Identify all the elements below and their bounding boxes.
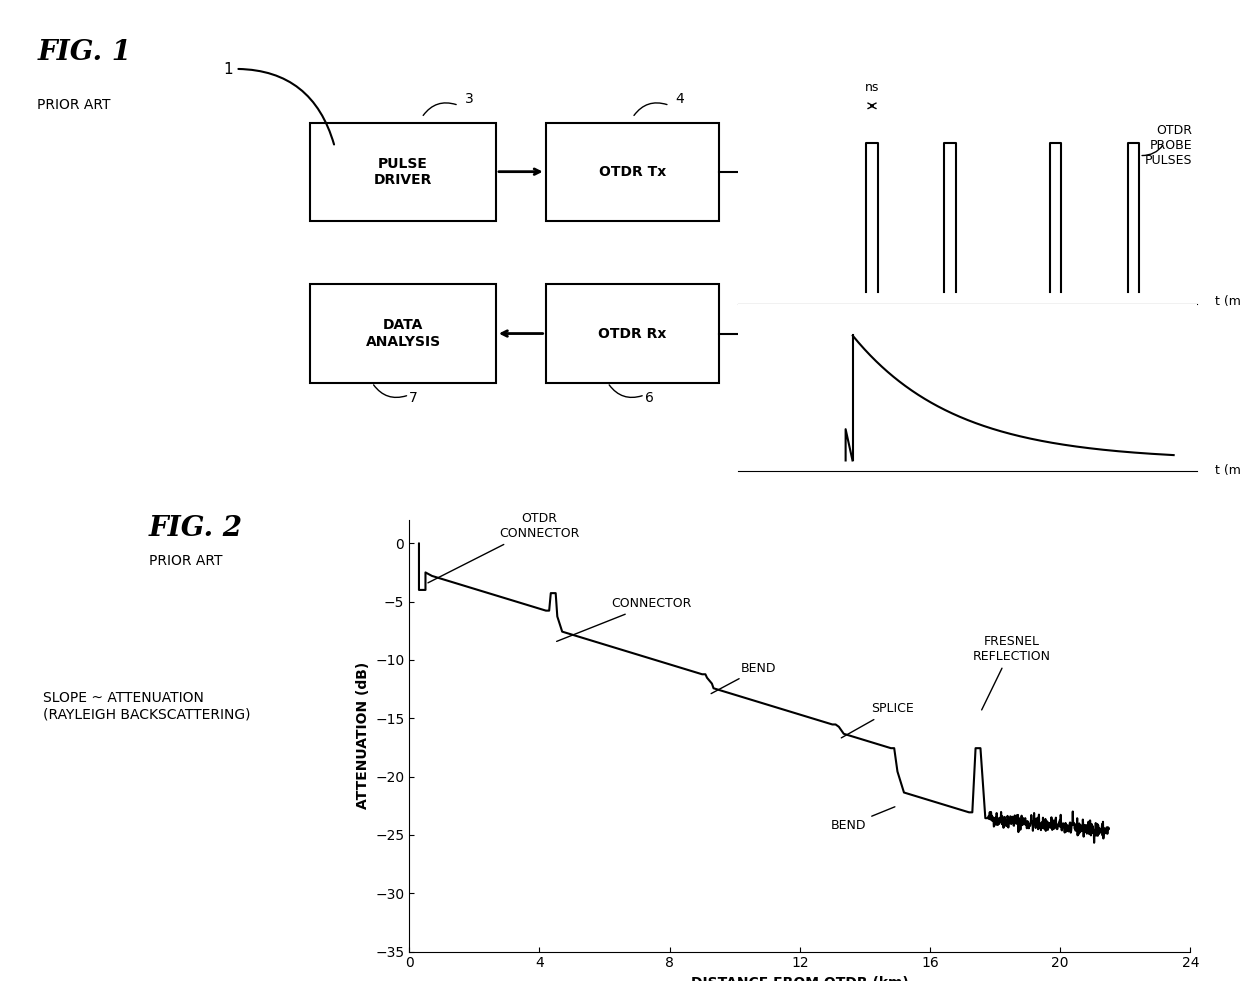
Text: 4: 4 <box>676 92 684 106</box>
Text: BEND: BEND <box>711 661 776 694</box>
Bar <box>756 221 831 309</box>
Text: OTDR
CONNECTOR: OTDR CONNECTOR <box>428 512 579 583</box>
Text: DATA
ANALYSIS: DATA ANALYSIS <box>366 319 440 348</box>
X-axis label: DISTANCE FROM OTDR (km): DISTANCE FROM OTDR (km) <box>691 976 909 981</box>
Text: 6: 6 <box>645 391 653 405</box>
Bar <box>546 123 719 221</box>
Text: CONNECTOR: CONNECTOR <box>557 597 692 642</box>
Text: PRIOR ART: PRIOR ART <box>149 554 222 568</box>
Text: PRIOR ART: PRIOR ART <box>37 98 110 112</box>
Text: FRESNEL
REFLECTION: FRESNEL REFLECTION <box>972 635 1050 710</box>
Ellipse shape <box>905 245 980 284</box>
Text: 1: 1 <box>223 62 334 144</box>
Text: 7: 7 <box>409 391 418 405</box>
Text: OTDR Rx: OTDR Rx <box>598 327 667 340</box>
Text: t (ms): t (ms) <box>1215 464 1240 478</box>
Bar <box>310 284 496 383</box>
Text: OTDR
PROBE
PULSES: OTDR PROBE PULSES <box>1145 125 1192 168</box>
Text: FIG. 1: FIG. 1 <box>37 39 131 67</box>
Text: 5: 5 <box>868 200 877 214</box>
Text: SLOPE ~ ATTENUATION
(RAYLEIGH BACKSCATTERING): SLOPE ~ ATTENUATION (RAYLEIGH BACKSCATTE… <box>43 692 250 721</box>
Text: 3: 3 <box>465 92 474 106</box>
Bar <box>546 284 719 383</box>
Text: FIG. 2: FIG. 2 <box>149 515 243 542</box>
Ellipse shape <box>880 231 1004 299</box>
Bar <box>310 123 496 221</box>
Text: OTDR Tx: OTDR Tx <box>599 165 666 179</box>
Text: t (ms): t (ms) <box>1215 295 1240 308</box>
Text: PULSE
DRIVER: PULSE DRIVER <box>373 157 433 186</box>
Text: ns: ns <box>864 81 879 94</box>
Y-axis label: ATTENUATION (dB): ATTENUATION (dB) <box>356 662 370 809</box>
Text: BEND: BEND <box>831 806 895 832</box>
Text: SPLICE: SPLICE <box>841 702 914 738</box>
Text: 2: 2 <box>1029 220 1038 233</box>
